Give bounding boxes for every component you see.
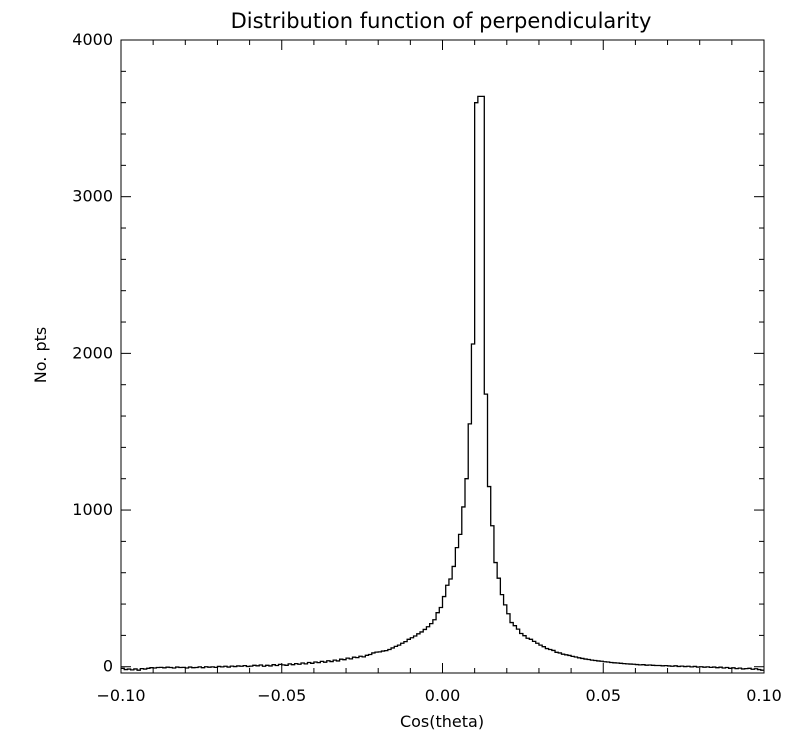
y-tick-label: 4000	[72, 30, 113, 49]
histogram-series-line	[121, 95, 764, 671]
y-axis-label: No. pts	[31, 327, 50, 383]
x-tick-label: 0.00	[425, 686, 461, 705]
y-tick-label: 0	[103, 657, 113, 676]
x-tick-label: −0.10	[96, 686, 145, 705]
x-tick-label: 0.05	[585, 686, 621, 705]
y-tick-label: 2000	[72, 343, 113, 362]
y-tick-label: 3000	[72, 187, 113, 206]
chart-title: Distribution function of perpendicularit…	[231, 9, 652, 33]
x-axis-label: Cos(theta)	[400, 712, 484, 731]
y-tick-label: 1000	[72, 500, 113, 519]
x-tick-label: 0.10	[746, 686, 782, 705]
axis-ticks	[120, 39, 765, 673]
axis-tick-labels: −0.10 −0.05 0.00 0.05 0.10 0 1000 2000 3000 4000	[72, 30, 782, 705]
x-tick-label: −0.05	[257, 686, 306, 705]
